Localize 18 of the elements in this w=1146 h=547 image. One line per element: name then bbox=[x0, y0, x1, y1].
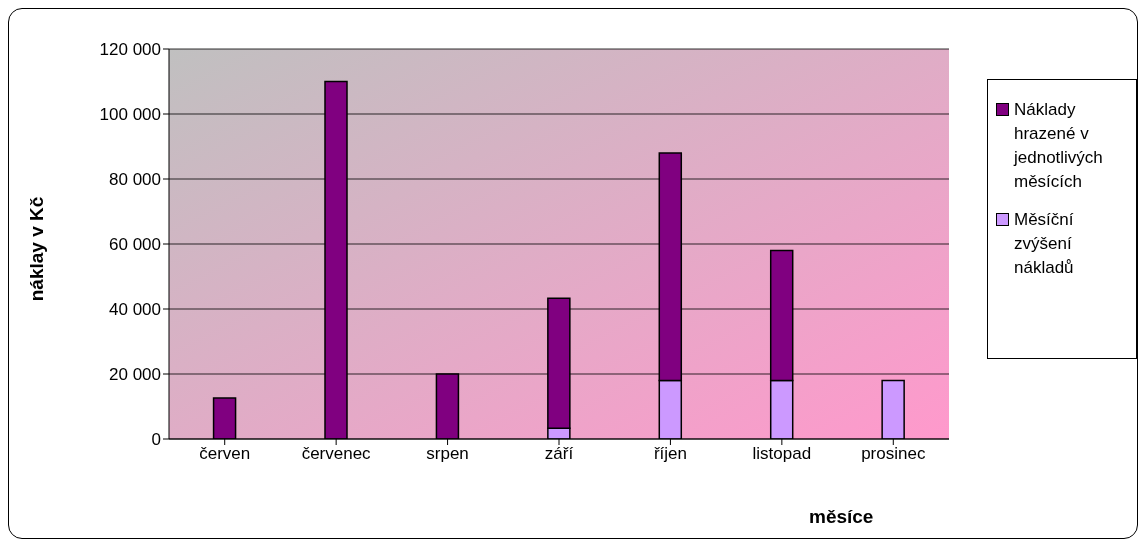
x-tick-label: listopad bbox=[752, 444, 812, 464]
y-tick-label: 40 000 bbox=[109, 300, 161, 320]
y-tick-label: 20 000 bbox=[109, 365, 161, 385]
y-tick-label: 120 000 bbox=[99, 40, 161, 60]
y-tick-label: 100 000 bbox=[99, 105, 161, 125]
x-tick-label: říjen bbox=[653, 444, 687, 464]
y-tick-label: 60 000 bbox=[109, 235, 161, 255]
legend-label: Náklady hrazené v jednotlivých měsících bbox=[1014, 99, 1104, 193]
y-axis-title: náklay v Kč bbox=[26, 196, 48, 302]
x-axis-title: měsíce bbox=[809, 506, 874, 528]
x-tick-label: srpen bbox=[426, 444, 469, 464]
y-tick-label: 80 000 bbox=[109, 170, 161, 190]
x-tick-label: září bbox=[544, 444, 574, 464]
legend-label: Měsíční zvýšení nákladů bbox=[1014, 209, 1075, 279]
y-tick-label: 0 bbox=[151, 430, 161, 450]
x-tick-label: prosinec bbox=[861, 444, 926, 464]
x-tick-label: červenec bbox=[301, 444, 372, 464]
x-tick-label: červen bbox=[199, 444, 251, 464]
